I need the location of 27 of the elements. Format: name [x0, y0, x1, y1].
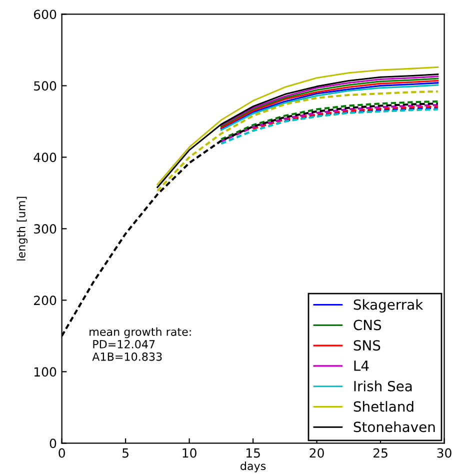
y-tick-label: 500 — [34, 81, 56, 91]
line-series — [284, 106, 439, 122]
y-tick-label: 300 — [34, 224, 56, 234]
legend-label: SNS — [354, 340, 380, 351]
legend-label: Irish Sea — [354, 380, 412, 392]
y-tick-label: 600 — [34, 10, 56, 20]
line-series — [252, 105, 439, 130]
y-axis-title: length [um] — [16, 196, 28, 260]
y-tick-label: 0 — [50, 438, 56, 448]
x-tick-label: 5 — [122, 448, 128, 458]
y-tick-label: 100 — [34, 367, 56, 377]
x-tick-label: 10 — [182, 448, 196, 458]
legend-label: L4 — [354, 360, 369, 371]
legend-label: CNS — [354, 320, 382, 330]
annotation: mean growth rate: PD=12.047 A1B=10.833 — [90, 327, 191, 361]
legend-label: Skagerrak — [354, 299, 424, 313]
x-tick-label: 20 — [310, 448, 324, 458]
x-tick-label: 30 — [437, 448, 452, 458]
x-axis-title: days — [240, 462, 266, 472]
y-tick-label: 400 — [34, 152, 56, 162]
x-tick-label: 15 — [246, 448, 260, 458]
legend-label: Shetland — [354, 401, 414, 412]
x-tick-label: 25 — [373, 448, 388, 458]
x-tick-label: 0 — [58, 448, 65, 458]
legend-label: Stonehaven — [354, 421, 435, 432]
line-series — [156, 90, 439, 192]
y-tick-label: 200 — [34, 296, 56, 306]
